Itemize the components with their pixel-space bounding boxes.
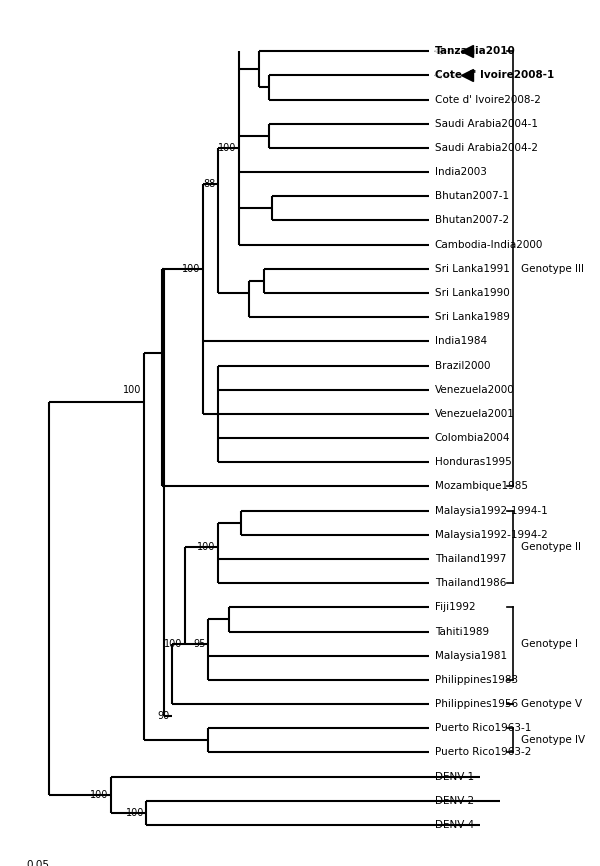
Text: 100: 100 <box>197 542 215 552</box>
Text: 88: 88 <box>203 179 215 189</box>
Text: Genotype V: Genotype V <box>521 699 582 709</box>
Text: Genotype III: Genotype III <box>521 264 584 274</box>
Text: Honduras1995: Honduras1995 <box>435 457 511 468</box>
Text: Venezuela2001: Venezuela2001 <box>435 409 515 419</box>
Text: 100: 100 <box>218 143 236 153</box>
Text: Genotype IV: Genotype IV <box>521 735 585 746</box>
Text: DENV-2: DENV-2 <box>435 796 474 806</box>
Text: Saudi Arabia2004-2: Saudi Arabia2004-2 <box>435 143 538 153</box>
Text: Bhutan2007-2: Bhutan2007-2 <box>435 216 509 225</box>
Text: 95: 95 <box>193 638 205 649</box>
Text: India1984: India1984 <box>435 336 487 346</box>
Text: Tahiti1989: Tahiti1989 <box>435 627 489 637</box>
Text: 100: 100 <box>125 808 144 818</box>
Text: Malaysia1981: Malaysia1981 <box>435 650 507 661</box>
Text: 90: 90 <box>157 711 170 721</box>
Text: Venezuela2000: Venezuela2000 <box>435 385 514 395</box>
Text: Sri Lanka1990: Sri Lanka1990 <box>435 288 509 298</box>
Text: Bhutan2007-1: Bhutan2007-1 <box>435 191 509 201</box>
Text: 100: 100 <box>164 638 182 649</box>
Text: Genotype I: Genotype I <box>521 638 578 649</box>
Text: Philippines1983: Philippines1983 <box>435 675 518 685</box>
Text: Thailand1986: Thailand1986 <box>435 578 506 588</box>
Text: Cote d' Ivoire2008-2: Cote d' Ivoire2008-2 <box>435 94 541 105</box>
Text: Genotype II: Genotype II <box>521 542 581 552</box>
Text: DENV-4: DENV-4 <box>435 820 474 830</box>
Text: Mozambique1985: Mozambique1985 <box>435 481 528 492</box>
Text: Fiji1992: Fiji1992 <box>435 603 475 612</box>
Text: Malaysia1992-1994-2: Malaysia1992-1994-2 <box>435 530 547 540</box>
Text: 100: 100 <box>89 790 108 800</box>
Text: Saudi Arabia2004-1: Saudi Arabia2004-1 <box>435 119 538 129</box>
Text: Puerto Rico1963-2: Puerto Rico1963-2 <box>435 747 531 758</box>
Text: 0.05: 0.05 <box>26 860 50 866</box>
Text: Brazil2000: Brazil2000 <box>435 360 490 371</box>
Text: Puerto Rico1963-1: Puerto Rico1963-1 <box>435 723 531 734</box>
Text: Philippines1956: Philippines1956 <box>435 699 518 709</box>
Text: Sri Lanka1989: Sri Lanka1989 <box>435 312 509 322</box>
Text: DENV-1: DENV-1 <box>435 772 474 782</box>
Text: 100: 100 <box>123 385 141 395</box>
Text: Malaysia1992-1994-1: Malaysia1992-1994-1 <box>435 506 547 515</box>
Text: Colombia2004: Colombia2004 <box>435 433 510 443</box>
Text: Tanzania2010: Tanzania2010 <box>435 46 515 56</box>
Text: Thailand1997: Thailand1997 <box>435 554 506 564</box>
Text: India2003: India2003 <box>435 167 487 177</box>
Text: Sri Lanka1991: Sri Lanka1991 <box>435 264 509 274</box>
Text: Cote d' Ivoire2008-1: Cote d' Ivoire2008-1 <box>435 70 554 81</box>
Text: Cambodia-India2000: Cambodia-India2000 <box>435 240 543 249</box>
Text: 100: 100 <box>182 264 200 274</box>
